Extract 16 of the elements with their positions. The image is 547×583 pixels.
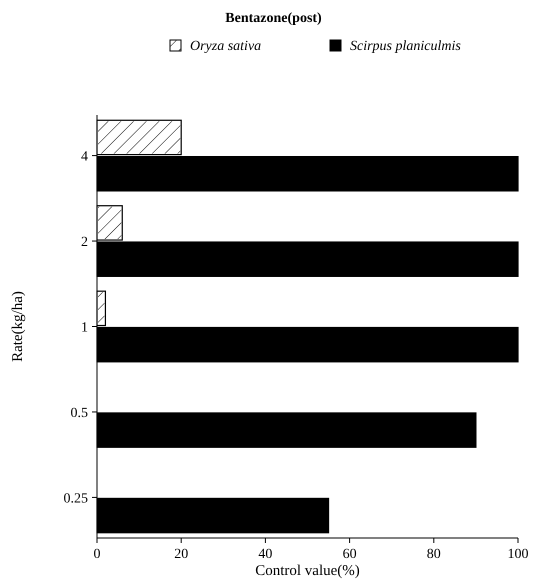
x-tick-label: 80	[426, 547, 441, 562]
x-tick-label: 40	[258, 547, 272, 562]
x-tick-label: 20	[174, 547, 188, 562]
x-tick-label: 60	[342, 547, 357, 562]
y-tick-label: 1	[81, 320, 88, 336]
x-axis-title: Control value(%)	[255, 563, 360, 579]
y-tick-label: 0.5	[70, 406, 88, 421]
legend-label: Oryza sativa	[190, 39, 262, 54]
y-tick-label: 2	[81, 235, 88, 250]
chart-title: Bentazone(post)	[225, 11, 322, 26]
y-axis-title: Rate(kg/ha)	[10, 291, 26, 362]
y-tick-label: 0.25	[64, 491, 88, 506]
x-tick-label: 100	[508, 547, 528, 562]
legend-label: Scirpus planiculmis	[350, 39, 462, 54]
x-tick-label: 0	[94, 547, 100, 562]
y-tick-label: 4	[81, 150, 88, 165]
